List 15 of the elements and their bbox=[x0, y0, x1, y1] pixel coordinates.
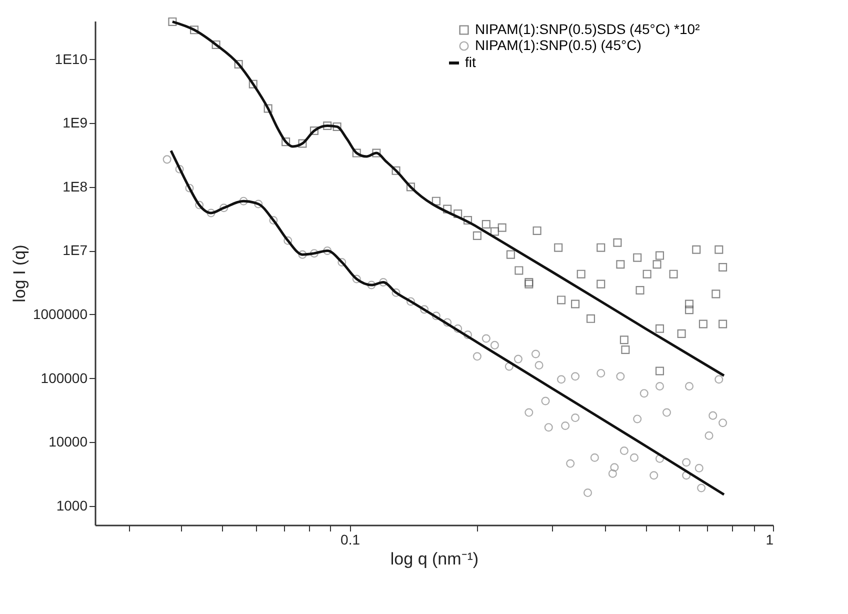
legend-label: fit bbox=[465, 54, 476, 70]
y-axis-title: log I (q) bbox=[10, 244, 29, 302]
legend-label: NIPAM(1):SNP(0.5)SDS (45°C) *10² bbox=[475, 21, 700, 37]
y-tick-label: 1E8 bbox=[62, 178, 88, 194]
x-tick-label: 0.1 bbox=[340, 532, 360, 548]
x-tick-label: 1 bbox=[766, 532, 774, 548]
y-tick-label: 1000000 bbox=[32, 306, 88, 322]
y-tick-label: 1E10 bbox=[54, 50, 88, 67]
y-tick-label: 1E7 bbox=[62, 242, 88, 258]
y-tick-label: 100000 bbox=[40, 370, 88, 386]
x-axis-title: log q (nm⁻¹) bbox=[390, 550, 479, 568]
legend-label: NIPAM(1):SNP(0.5) (45°C) bbox=[475, 37, 642, 53]
y-tick-label: 10000 bbox=[48, 434, 88, 450]
y-tick-label: 1E9 bbox=[62, 114, 88, 131]
y-tick-label: 1000 bbox=[56, 497, 88, 514]
